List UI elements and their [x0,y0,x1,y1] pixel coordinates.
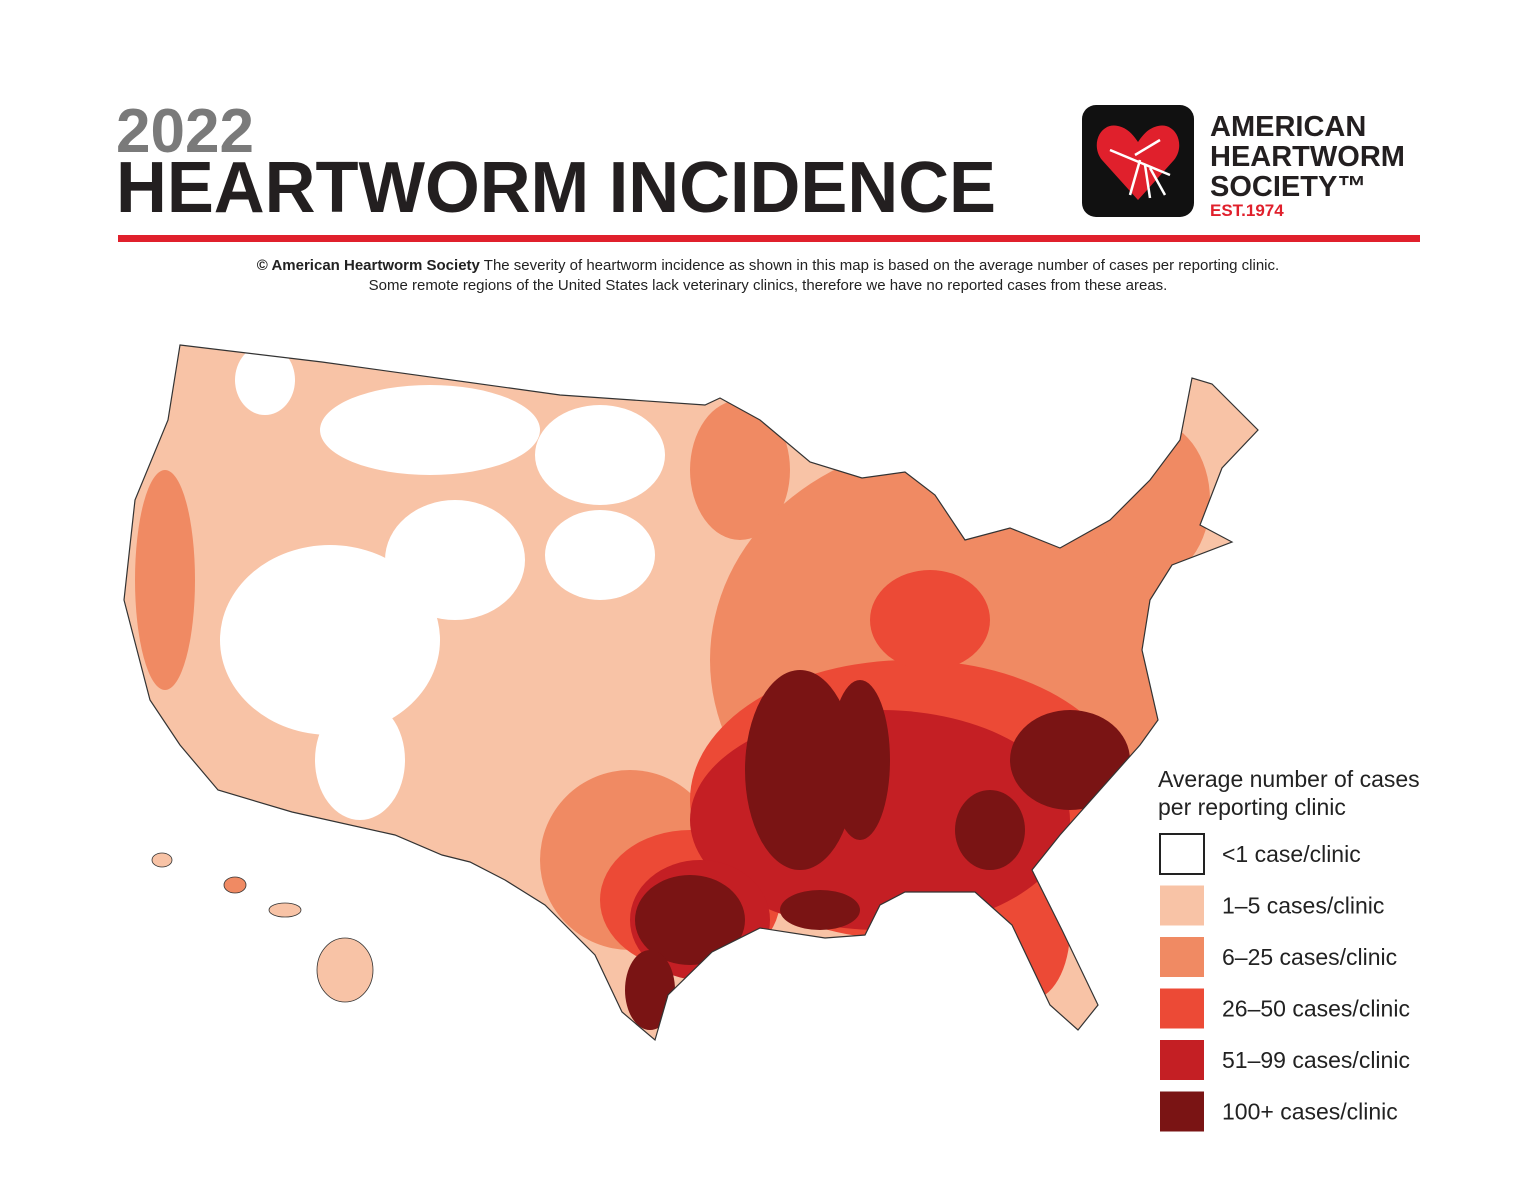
map [124,345,1258,1040]
legend-swatch [1160,1040,1204,1080]
description-line: The severity of heartworm incidence as s… [484,257,1279,274]
legend-label: 1–5 cases/clinic [1222,893,1384,919]
region [1090,420,1210,580]
island [223,876,247,894]
description: © American Heartworm Society The severit… [257,257,1279,274]
region [385,500,525,620]
region [220,545,440,735]
legend-swatch [1160,988,1204,1029]
logo-mosquito [1109,138,1171,199]
legend-label: 51–99 cases/clinic [1222,1047,1410,1073]
legend-label: 100+ cases/clinic [1222,1099,1398,1125]
region [320,385,540,475]
region [690,400,790,540]
region [830,680,890,840]
region [955,790,1025,870]
island [316,937,374,1003]
legend-swatch [1160,1091,1204,1132]
legend-swatch [1159,833,1205,875]
legend-title: Average number of cases [1158,766,1420,792]
divider [118,235,1420,242]
legend-swatch [1160,937,1204,977]
region [135,470,195,690]
island [151,852,173,868]
logo-line: AMERICAN [1210,111,1366,143]
credit: © American Heartworm Society [257,257,481,274]
region [545,510,655,600]
legend: <1 case/clinic 1–5 cases/clinic 6–25 cases… [1159,833,1410,1132]
year: 2022 [116,97,254,166]
legend-label: 26–50 cases/clinic [1222,996,1410,1022]
region [870,570,990,670]
island [268,902,302,918]
region [1010,710,1130,810]
description-line: Some remote regions of the United States… [369,277,1168,294]
region [625,950,675,1030]
region [745,670,855,870]
logo: AMERICAN HEARTWORM SOCIETY™ EST.1974 [1082,105,1405,220]
legend-label: 6–25 cases/clinic [1222,944,1397,970]
region [235,345,295,415]
logo-established: EST.1974 [1210,201,1284,220]
logo-line: HEARTWORM [1210,141,1405,173]
region [635,875,745,965]
region [780,890,860,930]
legend-title: per reporting clinic [1158,794,1346,820]
region [315,700,405,820]
hawaii [151,852,374,1003]
legend-label: <1 case/clinic [1222,841,1361,867]
region [535,405,665,505]
title: HEARTWORM INCIDENCE [116,148,996,228]
logo-line: SOCIETY™ [1210,171,1366,203]
legend-swatch [1160,885,1204,926]
